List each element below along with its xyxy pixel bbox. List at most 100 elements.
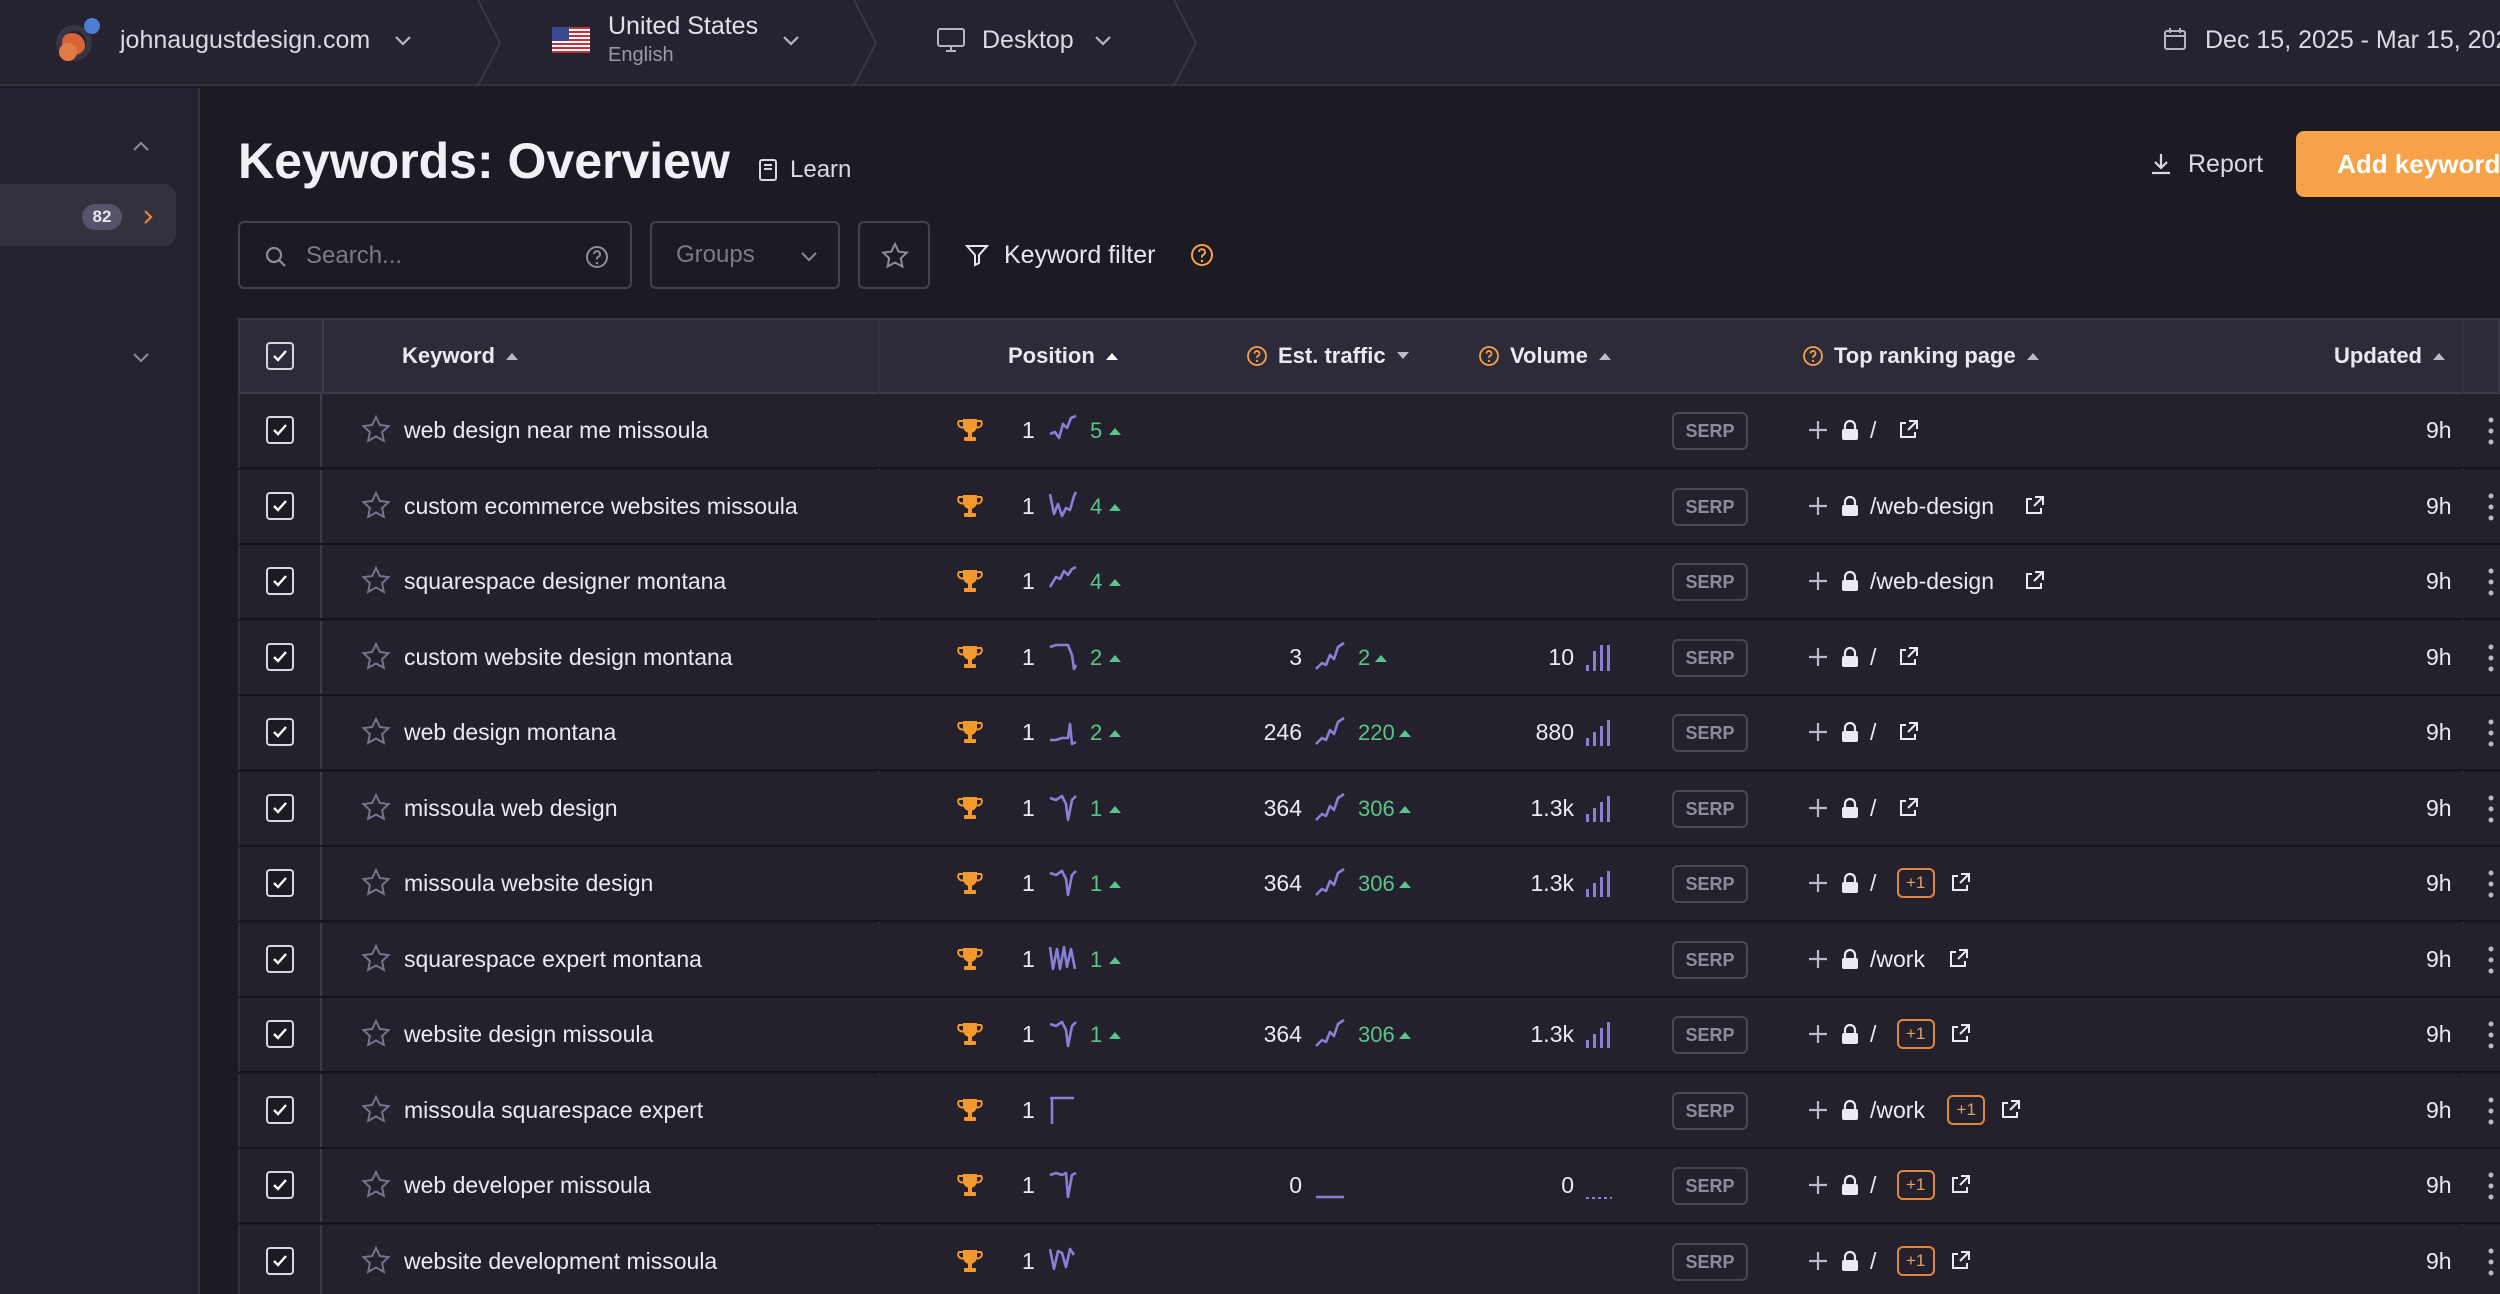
kebab-icon[interactable] [2488, 492, 2494, 522]
kebab-icon[interactable] [2488, 794, 2494, 824]
column-header-est-traffic[interactable]: Est. traffic [1246, 320, 1410, 392]
table-row[interactable]: custom website design montana 1 2 3 2 10 SERP /… [238, 620, 2500, 696]
top-ranking-page-link[interactable]: / [1870, 1021, 1877, 1047]
search-input[interactable] [306, 237, 536, 275]
external-link-icon[interactable] [1949, 1250, 1971, 1272]
row-checkbox[interactable] [266, 491, 294, 520]
table-row[interactable]: missoula website design 1 1 364 306 1.3k SERP /… [238, 847, 2500, 922]
keyword-filter-button[interactable]: Keyword filter [964, 236, 1215, 274]
plus-icon[interactable] [1806, 1249, 1830, 1273]
top-ranking-page-link[interactable]: / [1870, 794, 1877, 821]
site-selector[interactable]: johnaugustdesign.com [120, 0, 370, 80]
star-icon[interactable] [360, 1245, 392, 1277]
learn-link[interactable]: Learn [758, 152, 851, 188]
top-ranking-page-link[interactable]: / [1870, 417, 1877, 443]
external-link-icon[interactable] [1897, 721, 1919, 743]
external-link-icon[interactable] [1999, 1099, 2021, 1121]
row-checkbox[interactable] [266, 944, 294, 973]
table-row[interactable]: web developer missoula 1 0 0 SERP / +1 9h [238, 1149, 2500, 1224]
serp-button[interactable]: SERP [1672, 487, 1748, 526]
help-icon[interactable] [1802, 345, 1824, 367]
table-row[interactable]: web design montana 1 2 246 220 880 SERP / 9h [238, 696, 2500, 771]
top-ranking-page-link[interactable]: /work [1870, 945, 1925, 972]
column-header-volume[interactable]: Volume [1478, 320, 1612, 392]
row-checkbox[interactable] [266, 567, 294, 595]
chevron-up-icon[interactable] [130, 136, 152, 158]
chevron-down-icon[interactable] [780, 29, 802, 51]
chevron-down-icon[interactable] [392, 29, 414, 51]
table-row[interactable]: custom ecommerce websites missoula 1 4 SERP… [238, 469, 2500, 545]
column-header-top-ranking-page[interactable]: Top ranking page [1802, 320, 2040, 392]
kebab-icon[interactable] [2488, 1096, 2494, 1126]
row-checkbox[interactable] [266, 1020, 294, 1048]
kebab-icon[interactable] [2488, 416, 2494, 446]
top-ranking-page-link[interactable]: / [1870, 1247, 1877, 1274]
star-icon[interactable] [360, 792, 392, 824]
star-icon[interactable] [360, 1169, 392, 1201]
top-ranking-page-link[interactable]: / [1870, 643, 1877, 670]
external-link-icon[interactable] [1949, 1023, 1971, 1045]
plus-icon[interactable] [1806, 1173, 1830, 1197]
top-ranking-page-link[interactable]: / [1870, 870, 1877, 896]
plus-icon[interactable] [1806, 645, 1830, 669]
help-icon[interactable] [1478, 345, 1500, 367]
groups-select[interactable]: Groups [650, 221, 840, 289]
select-all-checkbox[interactable] [266, 342, 294, 370]
serp-button[interactable]: SERP [1672, 563, 1748, 601]
table-row[interactable]: website development missoula 1 SERP / +1 9h [238, 1224, 2500, 1294]
help-icon[interactable] [1246, 345, 1268, 367]
star-icon[interactable] [360, 414, 392, 446]
kebab-icon[interactable] [2488, 1020, 2494, 1050]
table-row[interactable]: missoula web design 1 1 364 306 1.3k SERP / 9h [238, 771, 2500, 847]
top-ranking-page-link[interactable]: / [1870, 1172, 1877, 1198]
star-icon[interactable] [360, 565, 392, 597]
help-icon[interactable] [1189, 242, 1215, 268]
star-icon[interactable] [360, 943, 392, 975]
table-row[interactable]: website design missoula 1 1 364 306 1.3k SERP /… [238, 998, 2500, 1073]
extra-pages-badge[interactable]: +1 [1947, 1094, 1986, 1125]
row-checkbox[interactable] [266, 793, 294, 822]
star-icon[interactable] [360, 1018, 392, 1050]
extra-pages-badge[interactable]: +1 [1896, 1245, 1935, 1276]
column-header-position[interactable]: Position [1008, 320, 1119, 392]
chevron-down-icon[interactable] [130, 346, 152, 368]
top-ranking-page-link[interactable]: / [1870, 719, 1877, 745]
country-selector[interactable]: United States [608, 12, 759, 40]
kebab-icon[interactable] [2488, 869, 2494, 899]
sidebar-item-partial[interactable] [0, 338, 6, 348]
kebab-icon[interactable] [2488, 567, 2494, 597]
serp-button[interactable]: SERP [1672, 1091, 1748, 1130]
star-icon[interactable] [360, 716, 392, 748]
serp-button[interactable]: SERP [1672, 1242, 1748, 1281]
column-header-keyword[interactable]: Keyword [402, 320, 519, 392]
top-ranking-page-link[interactable]: /web-design [1870, 568, 1995, 594]
row-checkbox[interactable] [266, 416, 294, 444]
extra-pages-badge[interactable]: +1 [1896, 1019, 1935, 1049]
chevron-down-icon[interactable] [1092, 29, 1114, 51]
external-link-icon[interactable] [1949, 872, 1971, 894]
serp-button[interactable]: SERP [1672, 1016, 1748, 1054]
plus-icon[interactable] [1806, 494, 1830, 518]
table-row[interactable]: web design near me missoula 1 5 SERP / 9h [238, 394, 2500, 469]
serp-button[interactable]: SERP [1672, 638, 1748, 677]
star-icon[interactable] [360, 641, 392, 673]
plus-icon[interactable] [1806, 418, 1830, 442]
external-link-icon[interactable] [2023, 570, 2045, 592]
row-checkbox[interactable] [266, 1095, 294, 1124]
star-icon[interactable] [360, 867, 392, 899]
plus-icon[interactable] [1806, 796, 1830, 820]
star-icon[interactable] [360, 1094, 392, 1126]
extra-pages-badge[interactable]: +1 [1896, 868, 1935, 898]
external-link-icon[interactable] [1949, 1174, 1971, 1196]
column-header-updated[interactable]: Updated [2334, 320, 2446, 392]
external-link-icon[interactable] [1947, 948, 1969, 970]
extra-pages-badge[interactable]: +1 [1896, 1170, 1935, 1200]
kebab-icon[interactable] [2488, 718, 2494, 748]
row-checkbox[interactable] [266, 1171, 294, 1199]
serp-button[interactable]: SERP [1672, 865, 1748, 903]
external-link-icon[interactable] [1897, 419, 1919, 441]
row-checkbox[interactable] [266, 642, 294, 671]
external-link-icon[interactable] [1897, 797, 1919, 819]
serp-button[interactable]: SERP [1672, 714, 1748, 752]
report-button[interactable]: Report [2148, 146, 2263, 182]
